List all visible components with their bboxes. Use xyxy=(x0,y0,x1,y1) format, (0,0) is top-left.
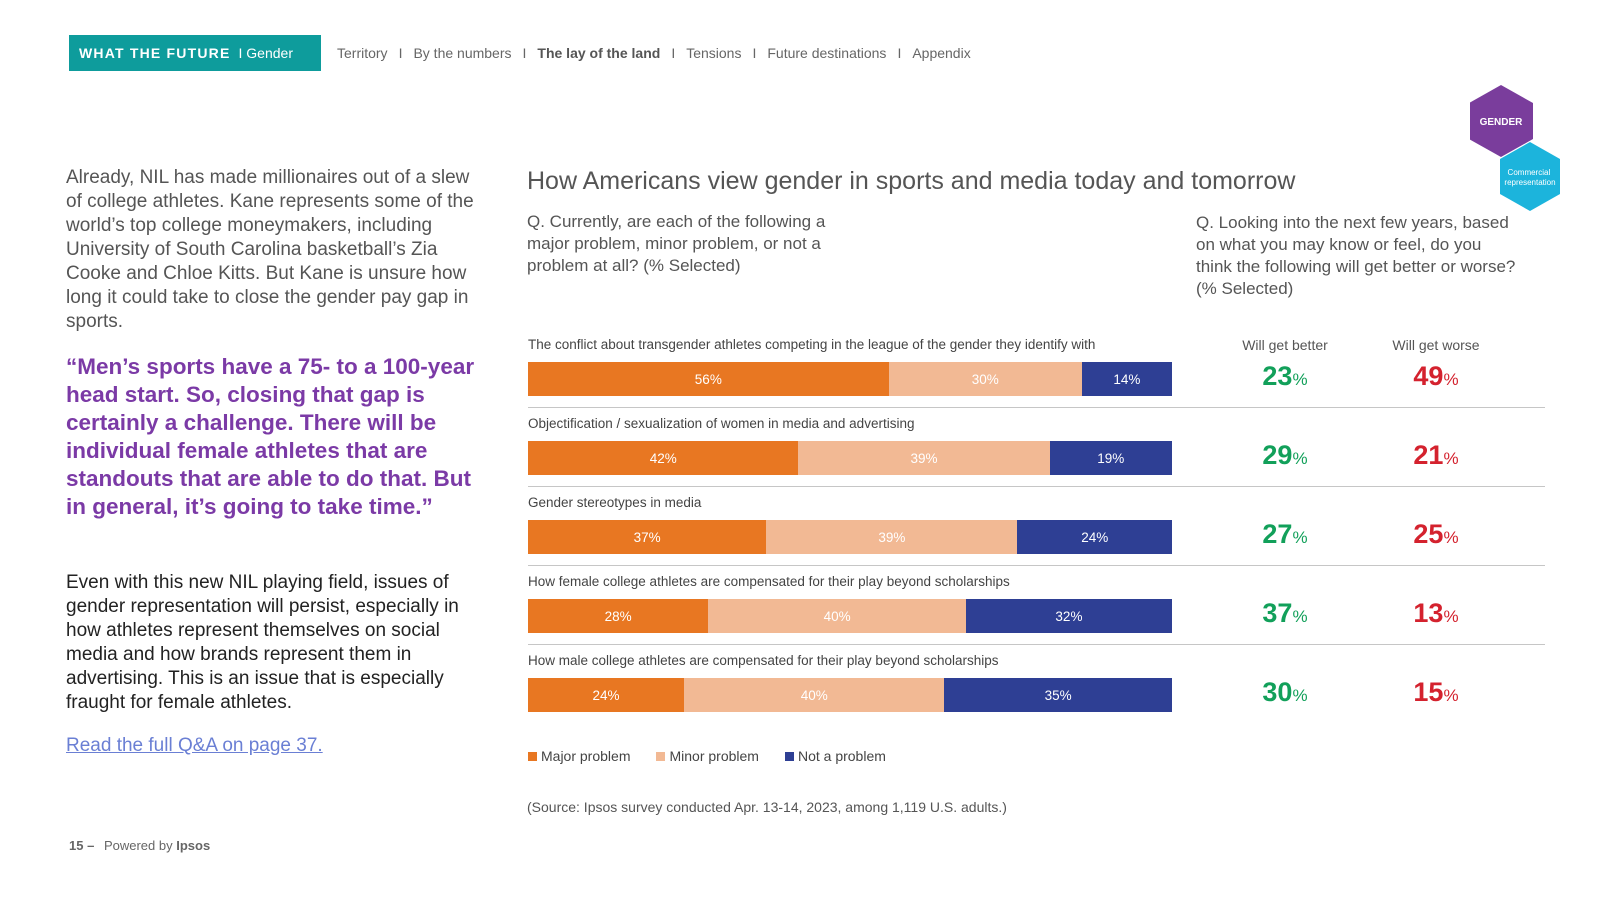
legend-swatch xyxy=(656,751,666,761)
nav-separator: I xyxy=(398,45,403,61)
row-divider xyxy=(528,565,1545,566)
page-footer: 15 – Powered by Ipsos xyxy=(69,838,210,853)
will-get-worse-value: 49% xyxy=(1413,361,1459,391)
company-name: Ipsos xyxy=(176,838,211,853)
will-get-better-header: Will get better xyxy=(1242,337,1328,353)
will-get-better-value: 37% xyxy=(1262,598,1308,628)
category-label: Objectification / sexualization of women… xyxy=(528,416,915,431)
nav-separator: I xyxy=(522,45,527,61)
top-navigation: Territory I By the numbers I The lay of the … xyxy=(337,45,971,61)
nav-separator: I xyxy=(752,45,757,61)
source-note: (Source: Ipsos survey conducted Apr. 13-… xyxy=(527,799,1007,815)
bar-segment-not-a-problem: 19% xyxy=(1049,441,1172,475)
nav-item-tensions[interactable]: Tensions xyxy=(686,45,742,61)
will-get-better-value: 30% xyxy=(1262,677,1308,707)
nav-separator: I xyxy=(897,45,902,61)
row-divider xyxy=(528,486,1545,487)
brand-section: I Gender xyxy=(238,45,293,61)
commercial-representation-badge-label: Commercial representation xyxy=(1504,168,1555,187)
category-label: Gender stereotypes in media xyxy=(528,495,702,510)
category-label: How female college athletes are compensa… xyxy=(528,574,1010,589)
bar-segment-major-problem: 56% xyxy=(528,362,889,396)
legend-label: Not a problem xyxy=(797,748,886,764)
will-get-worse-value: 13% xyxy=(1413,598,1459,628)
legend-item: Minor problem xyxy=(656,748,759,764)
category-label: How male college athletes are compensate… xyxy=(528,653,999,668)
chart-legend: Major problem Minor problem Not a problem xyxy=(528,748,912,764)
bar-segment-major-problem: 37% xyxy=(528,520,767,554)
row-divider xyxy=(528,407,1545,408)
legend-item: Not a problem xyxy=(784,748,886,764)
gender-badge xyxy=(1470,85,1533,157)
nav-item-by-the-numbers[interactable]: By the numbers xyxy=(413,45,512,61)
pull-quote: “Men’s sports have a 75- to a 100-year h… xyxy=(66,354,475,519)
bar-segment-minor-problem: 40% xyxy=(684,678,945,712)
bar-segment-not-a-problem: 32% xyxy=(965,599,1172,633)
nav-item-future-destinations[interactable]: Future destinations xyxy=(767,45,887,61)
commercial-representation-badge xyxy=(1500,142,1560,211)
category-label: The conflict about transgender athletes … xyxy=(528,337,1096,352)
legend-label: Major problem xyxy=(541,748,631,764)
topic-badges: GENDER Commercial representation xyxy=(1470,85,1560,211)
intro-paragraph: Already, NIL has made millionaires out o… xyxy=(66,167,474,332)
nav-item-territory[interactable]: Territory xyxy=(337,45,388,61)
chart-title: How Americans view gender in sports and … xyxy=(527,167,1296,195)
will-get-worse-value: 21% xyxy=(1413,440,1459,470)
bar-segment-major-problem: 24% xyxy=(528,678,685,712)
powered-by-text: Powered by xyxy=(103,838,173,853)
nav-item-appendix[interactable]: Appendix xyxy=(912,45,971,61)
will-get-better-value: 29% xyxy=(1262,440,1308,470)
bar-segment-not-a-problem: 24% xyxy=(1017,520,1172,554)
will-get-better-value: 23% xyxy=(1262,361,1308,391)
bar-segment-minor-problem: 40% xyxy=(708,599,966,633)
legend-item: Major problem xyxy=(528,748,630,764)
brand-title: WHAT THE FUTURE xyxy=(79,45,231,61)
will-get-worse-value: 15% xyxy=(1413,677,1459,707)
bar-segment-minor-problem: 39% xyxy=(798,441,1050,475)
bar-segment-major-problem: 42% xyxy=(528,441,799,475)
bar-segment-not-a-problem: 35% xyxy=(944,678,1172,712)
row-divider xyxy=(528,644,1545,645)
section-brand-label: WHAT THE FUTURE I Gender xyxy=(69,35,321,71)
nav-separator: I xyxy=(671,45,676,61)
legend-swatch xyxy=(784,751,794,761)
bar-segment-major-problem: 28% xyxy=(528,599,709,633)
will-get-better-value: 27% xyxy=(1262,519,1308,549)
bar-segment-minor-problem: 30% xyxy=(888,362,1082,396)
legend-swatch xyxy=(528,751,537,761)
gender-badge-label: GENDER xyxy=(1480,117,1524,128)
bar-segment-not-a-problem: 14% xyxy=(1081,362,1172,396)
page-number: 15 – xyxy=(69,838,95,853)
read-full-qa-link[interactable]: Read the full Q&A on page 37. xyxy=(66,735,323,756)
will-get-worse-value: 25% xyxy=(1413,519,1459,549)
question-current: Q. Currently, are each of the following … xyxy=(527,212,826,275)
nav-item-the-lay-of-the-land[interactable]: The lay of the land xyxy=(537,45,661,61)
body-paragraph: Even with this new NIL playing field, is… xyxy=(66,572,459,713)
will-get-worse-header: Will get worse xyxy=(1392,337,1480,353)
bar-segment-minor-problem: 39% xyxy=(766,520,1018,554)
question-future: Q. Looking into the next few years, base… xyxy=(1196,213,1516,298)
legend-label: Minor problem xyxy=(669,748,759,764)
